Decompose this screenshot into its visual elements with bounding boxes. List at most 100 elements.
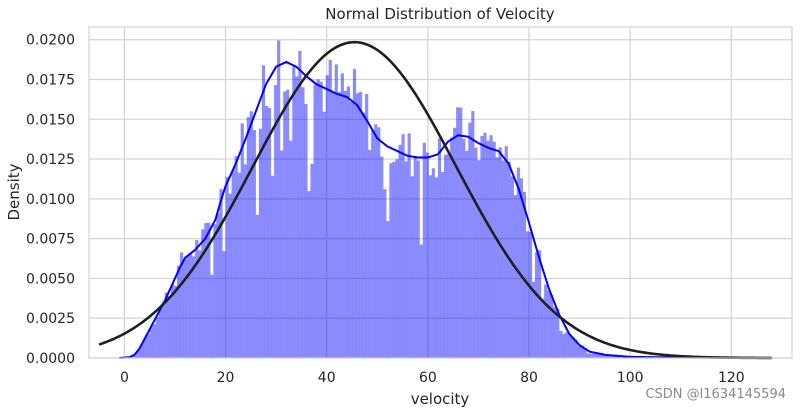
histogram-bar — [459, 107, 463, 359]
histogram-bar — [267, 107, 272, 359]
histogram-bar — [361, 112, 366, 359]
x-tick-labels: 0 20 40 60 80 100 120 — [120, 370, 745, 386]
histogram-bar — [337, 92, 342, 359]
histogram-bar — [146, 334, 150, 359]
histogram-bar — [483, 132, 487, 359]
histogram-bar — [355, 93, 360, 359]
histogram-bar — [213, 224, 217, 359]
histogram-bar — [565, 331, 569, 359]
histogram-bar — [161, 301, 166, 359]
x-tick-label: 100 — [617, 370, 644, 386]
histogram-bar — [328, 59, 332, 359]
histogram-bar — [307, 190, 311, 359]
histogram-bar — [392, 161, 396, 359]
histogram-bar — [204, 222, 208, 359]
histogram-bar — [246, 117, 250, 359]
histogram-bar — [228, 193, 232, 359]
histogram-bar — [568, 335, 572, 359]
histogram-bar — [152, 324, 156, 359]
x-tick-label: 60 — [419, 370, 437, 386]
histogram-bar — [301, 87, 305, 359]
histogram-bar — [562, 333, 566, 359]
histogram-bar — [358, 91, 363, 359]
histogram-bar — [477, 160, 481, 359]
histogram-bar — [547, 290, 551, 359]
histogram-bar — [313, 84, 317, 359]
y-tick-label: 0.0000 — [26, 351, 75, 367]
y-tick-label: 0.0075 — [26, 232, 75, 248]
histogram-bar — [386, 221, 390, 359]
y-tick-label: 0.0125 — [26, 152, 75, 168]
histogram-bar — [534, 252, 539, 359]
histogram-bar — [443, 154, 448, 359]
histogram-bar — [340, 73, 345, 359]
histogram-bar — [528, 231, 533, 359]
histogram-bar — [261, 65, 266, 359]
histogram-bar — [559, 330, 563, 359]
y-tick-label: 0.0050 — [26, 271, 75, 287]
y-tick-labels: 0.0000 0.0025 0.0050 0.0075 0.0100 0.0125 0.01… — [26, 33, 75, 367]
histogram-bar — [289, 140, 293, 359]
histogram-bar — [155, 317, 159, 359]
histogram-bar — [192, 256, 196, 359]
x-tick-label: 20 — [217, 370, 235, 386]
histogram-bar — [410, 176, 414, 359]
histogram-bar — [304, 103, 308, 359]
histogram-bar — [398, 144, 402, 359]
histogram-bar — [234, 156, 238, 359]
histogram-bar — [286, 89, 290, 359]
histogram-bar — [283, 91, 287, 359]
histogram-bar — [377, 127, 381, 359]
histogram-bar — [240, 123, 244, 359]
histogram-bar — [577, 346, 581, 359]
x-tick-label: 80 — [520, 370, 538, 386]
histogram-bar — [219, 189, 223, 359]
histogram-bar — [276, 40, 281, 359]
histogram-bar — [325, 75, 329, 359]
histogram-bar — [310, 163, 314, 359]
histogram-bar — [434, 177, 439, 359]
histogram-bar — [419, 244, 423, 359]
histogram-bar — [456, 107, 460, 359]
histogram-bar — [486, 140, 490, 359]
histogram-bar — [401, 134, 405, 359]
histogram-bar — [440, 171, 445, 359]
histogram-bar — [550, 294, 554, 359]
histogram-bar — [316, 79, 320, 359]
histogram-bar — [346, 86, 351, 359]
y-tick-label: 0.0025 — [26, 311, 75, 327]
histogram-bar — [480, 135, 484, 359]
histogram-bar — [322, 111, 326, 359]
histogram-bar — [425, 152, 430, 359]
histogram-bar — [210, 274, 214, 359]
histogram-bar — [292, 66, 296, 359]
histogram-bar — [198, 250, 202, 359]
y-axis-label: Density — [5, 163, 23, 220]
normal-fit-line — [98, 40, 772, 360]
histogram-bar — [371, 130, 375, 359]
histogram-bar — [298, 50, 302, 359]
histogram-bar — [413, 155, 417, 359]
histogram-bar — [495, 157, 499, 359]
histogram-bar — [522, 191, 527, 359]
histogram-bar — [243, 164, 247, 359]
histogram-bar — [185, 256, 190, 359]
histogram-bar — [395, 159, 399, 359]
histogram-bar — [249, 111, 254, 359]
histogram-bar — [525, 231, 530, 359]
histogram-bar — [364, 93, 369, 359]
histogram-bar — [462, 138, 466, 359]
histogram-bar — [501, 160, 505, 359]
histogram-bar — [510, 176, 514, 359]
histogram-bar — [468, 122, 472, 359]
histogram-bar — [516, 167, 521, 359]
histogram-bar — [449, 137, 454, 359]
histogram-bar — [222, 250, 226, 359]
histogram-bar — [383, 189, 387, 359]
histogram-bar — [349, 101, 354, 359]
histogram-bar — [270, 175, 275, 359]
histogram-bar — [149, 327, 153, 359]
histogram-bar — [237, 172, 241, 359]
histogram-bar — [173, 285, 178, 359]
